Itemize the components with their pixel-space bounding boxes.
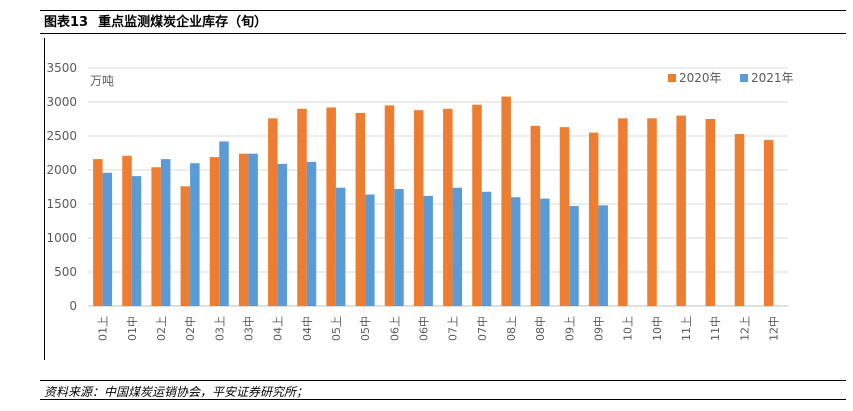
legend-swatch-2021年 <box>740 74 748 82</box>
bar-2021年-09上 <box>569 206 579 306</box>
y-tick-label: 3500 <box>46 61 77 75</box>
x-tick-label: 07中 <box>476 316 489 341</box>
bar-2021年-07中 <box>481 191 492 306</box>
bar-2020年-02中 <box>180 186 191 306</box>
y-tick-label: 3000 <box>46 95 77 109</box>
bar-2020年-12中 <box>763 140 774 306</box>
header-top-rule <box>40 10 846 11</box>
figure-frame-left <box>44 38 45 360</box>
bar-2020年-11中 <box>705 119 716 306</box>
bar-2021年-01中 <box>131 176 142 306</box>
bar-2020年-10上 <box>618 118 628 306</box>
bar-2020年-02上 <box>151 167 161 306</box>
bar-2020年-12上 <box>734 133 745 306</box>
x-tick-label: 04上 <box>272 316 285 341</box>
footer-top-rule <box>40 380 846 381</box>
figure-label: 图表13 <box>44 15 89 30</box>
bar-2021年-05上 <box>335 187 346 306</box>
y-axis-unit: 万吨 <box>90 74 114 88</box>
bar-2021年-07上 <box>452 187 463 306</box>
bar-2021年-06中 <box>423 195 433 306</box>
bar-2020年-10中 <box>647 118 657 306</box>
x-tick-label: 06中 <box>417 316 430 341</box>
bar-2021年-08中 <box>540 198 550 306</box>
x-tick-label: 03上 <box>213 316 226 341</box>
y-tick-label: 500 <box>54 265 77 279</box>
bar-2021年-06上 <box>394 189 404 306</box>
legend-swatch-2020年 <box>668 74 676 82</box>
x-tick-label: 06上 <box>388 316 401 341</box>
x-tick-label: 07上 <box>447 316 460 341</box>
y-tick-label: 1000 <box>46 231 77 245</box>
bar-2020年-08上 <box>501 96 511 306</box>
header-bottom-rule <box>40 33 846 34</box>
bar-2020年-07上 <box>443 108 453 306</box>
bar-2020年-09中 <box>588 132 599 306</box>
bar-2021年-05中 <box>365 194 375 306</box>
x-tick-label: 04中 <box>301 316 314 341</box>
figure-title: 图表13 重点监测煤炭企业库存（旬） <box>44 11 267 30</box>
bar-2021年-01上 <box>102 172 113 306</box>
x-tick-label: 01上 <box>97 316 110 341</box>
bar-2021年-08上 <box>510 197 521 306</box>
x-tick-label: 05上 <box>330 316 343 341</box>
x-tick-label: 05中 <box>359 316 372 341</box>
legend: 2020年 2021年 <box>668 71 794 85</box>
legend-label: 2020年 <box>679 71 722 85</box>
y-tick-label: 2000 <box>46 163 77 177</box>
y-axis-ticks: 0 500 1000 1500 2000 2500 3000 3500 <box>46 61 77 313</box>
x-tick-label: 02中 <box>184 316 197 341</box>
bar-2020年-01中 <box>122 155 132 306</box>
bar-2020年-05上 <box>326 107 336 306</box>
bar-2020年-11上 <box>676 115 686 306</box>
bar-2020年-08中 <box>530 125 541 306</box>
bar-2021年-02中 <box>190 163 200 306</box>
bar-2020年-03中 <box>238 153 249 306</box>
x-tick-label: 01中 <box>126 316 139 341</box>
x-tick-label: 09上 <box>563 316 576 341</box>
footer-bottom-rule <box>40 399 846 400</box>
x-tick-label: 08上 <box>505 316 518 341</box>
bar-2021年-04上 <box>277 163 288 306</box>
bar-2020年-06上 <box>384 105 395 307</box>
x-tick-label: 12中 <box>767 316 780 341</box>
bar-2020年-07中 <box>472 104 482 306</box>
bar-2021年-02上 <box>160 159 171 306</box>
x-tick-label: 03中 <box>242 316 255 341</box>
bars <box>93 96 774 307</box>
bar-2020年-03上 <box>209 157 220 306</box>
bar-2021年-09中 <box>598 205 608 306</box>
bar-2020年-06中 <box>413 110 424 306</box>
y-tick-label: 2500 <box>46 129 77 143</box>
x-tick-label: 11上 <box>680 316 693 341</box>
gridlines <box>88 67 788 307</box>
bar-2021年-03上 <box>219 141 229 306</box>
bar-2020年-09上 <box>559 127 570 306</box>
x-tick-label: 09中 <box>592 316 605 341</box>
x-tick-label: 08中 <box>534 316 547 341</box>
bar-2020年-01上 <box>93 159 103 306</box>
x-tick-label: 02上 <box>155 316 168 341</box>
figure-title-text: 重点监测煤炭企业库存（旬） <box>98 15 268 30</box>
x-axis-ticks: 01上 01中 02上 02中 03上 03中 04上 04中 05上 05中 06上 06中 07上 0… <box>97 316 781 341</box>
bar-2021年-03中 <box>248 153 258 306</box>
legend-label: 2021年 <box>751 71 794 85</box>
bar-2020年-04中 <box>297 108 307 306</box>
x-tick-label: 10上 <box>622 316 635 341</box>
source-note: 资料来源：中国煤炭运销协会，平安证券研究所； <box>44 385 309 399</box>
y-tick-label: 0 <box>69 299 77 313</box>
bar-2020年-04上 <box>268 118 278 306</box>
y-tick-label: 1500 <box>46 197 77 211</box>
x-tick-label: 11中 <box>709 316 722 341</box>
bar-2021年-04中 <box>306 161 317 306</box>
x-tick-label: 10中 <box>651 316 664 341</box>
bar-2020年-05中 <box>355 112 366 306</box>
x-tick-label: 12上 <box>738 316 751 341</box>
